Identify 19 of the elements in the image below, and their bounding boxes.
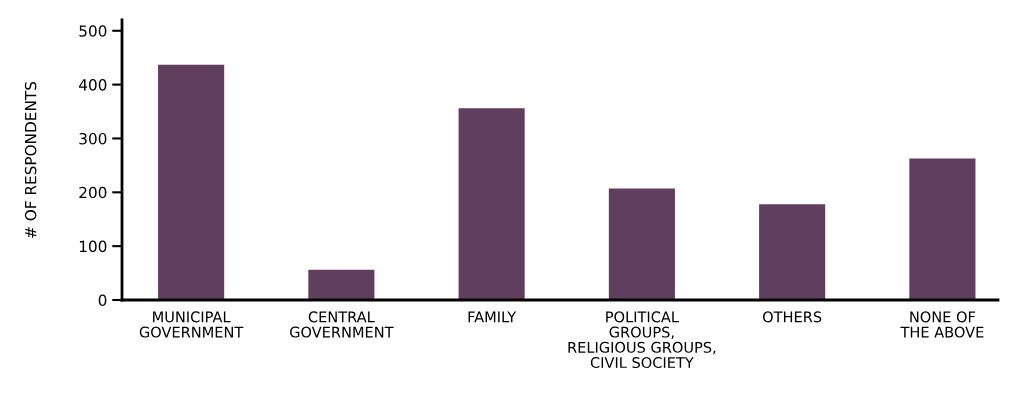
y-tick-label: 100 — [79, 240, 107, 253]
x-tick-label: POLITICAL GROUPS, RELIGIOUS GROUPS, CIVIL SOCIETY — [568, 311, 716, 369]
bar — [158, 64, 225, 300]
bar — [909, 158, 976, 300]
bar — [458, 108, 525, 300]
y-axis-title: # OF RESPONDENTS — [24, 81, 37, 238]
x-tick-label: MUNICIPAL GOVERNMENT — [139, 311, 244, 338]
x-tick-label: OTHERS — [762, 311, 822, 323]
x-tick-label: CENTRAL GOVERNMENT — [290, 311, 394, 338]
y-tick-label: 500 — [79, 25, 107, 37]
x-tick-label: NONE OF THE ABOVE — [900, 311, 984, 338]
bar — [308, 269, 375, 300]
x-tick-label: FAMILY — [468, 311, 517, 323]
y-tick-label: 400 — [79, 79, 107, 91]
y-tick-label: 0 — [98, 294, 107, 307]
bar — [759, 204, 826, 300]
y-tick-label: 300 — [79, 132, 107, 145]
y-tick-label: 200 — [79, 186, 107, 199]
bar — [608, 188, 675, 300]
